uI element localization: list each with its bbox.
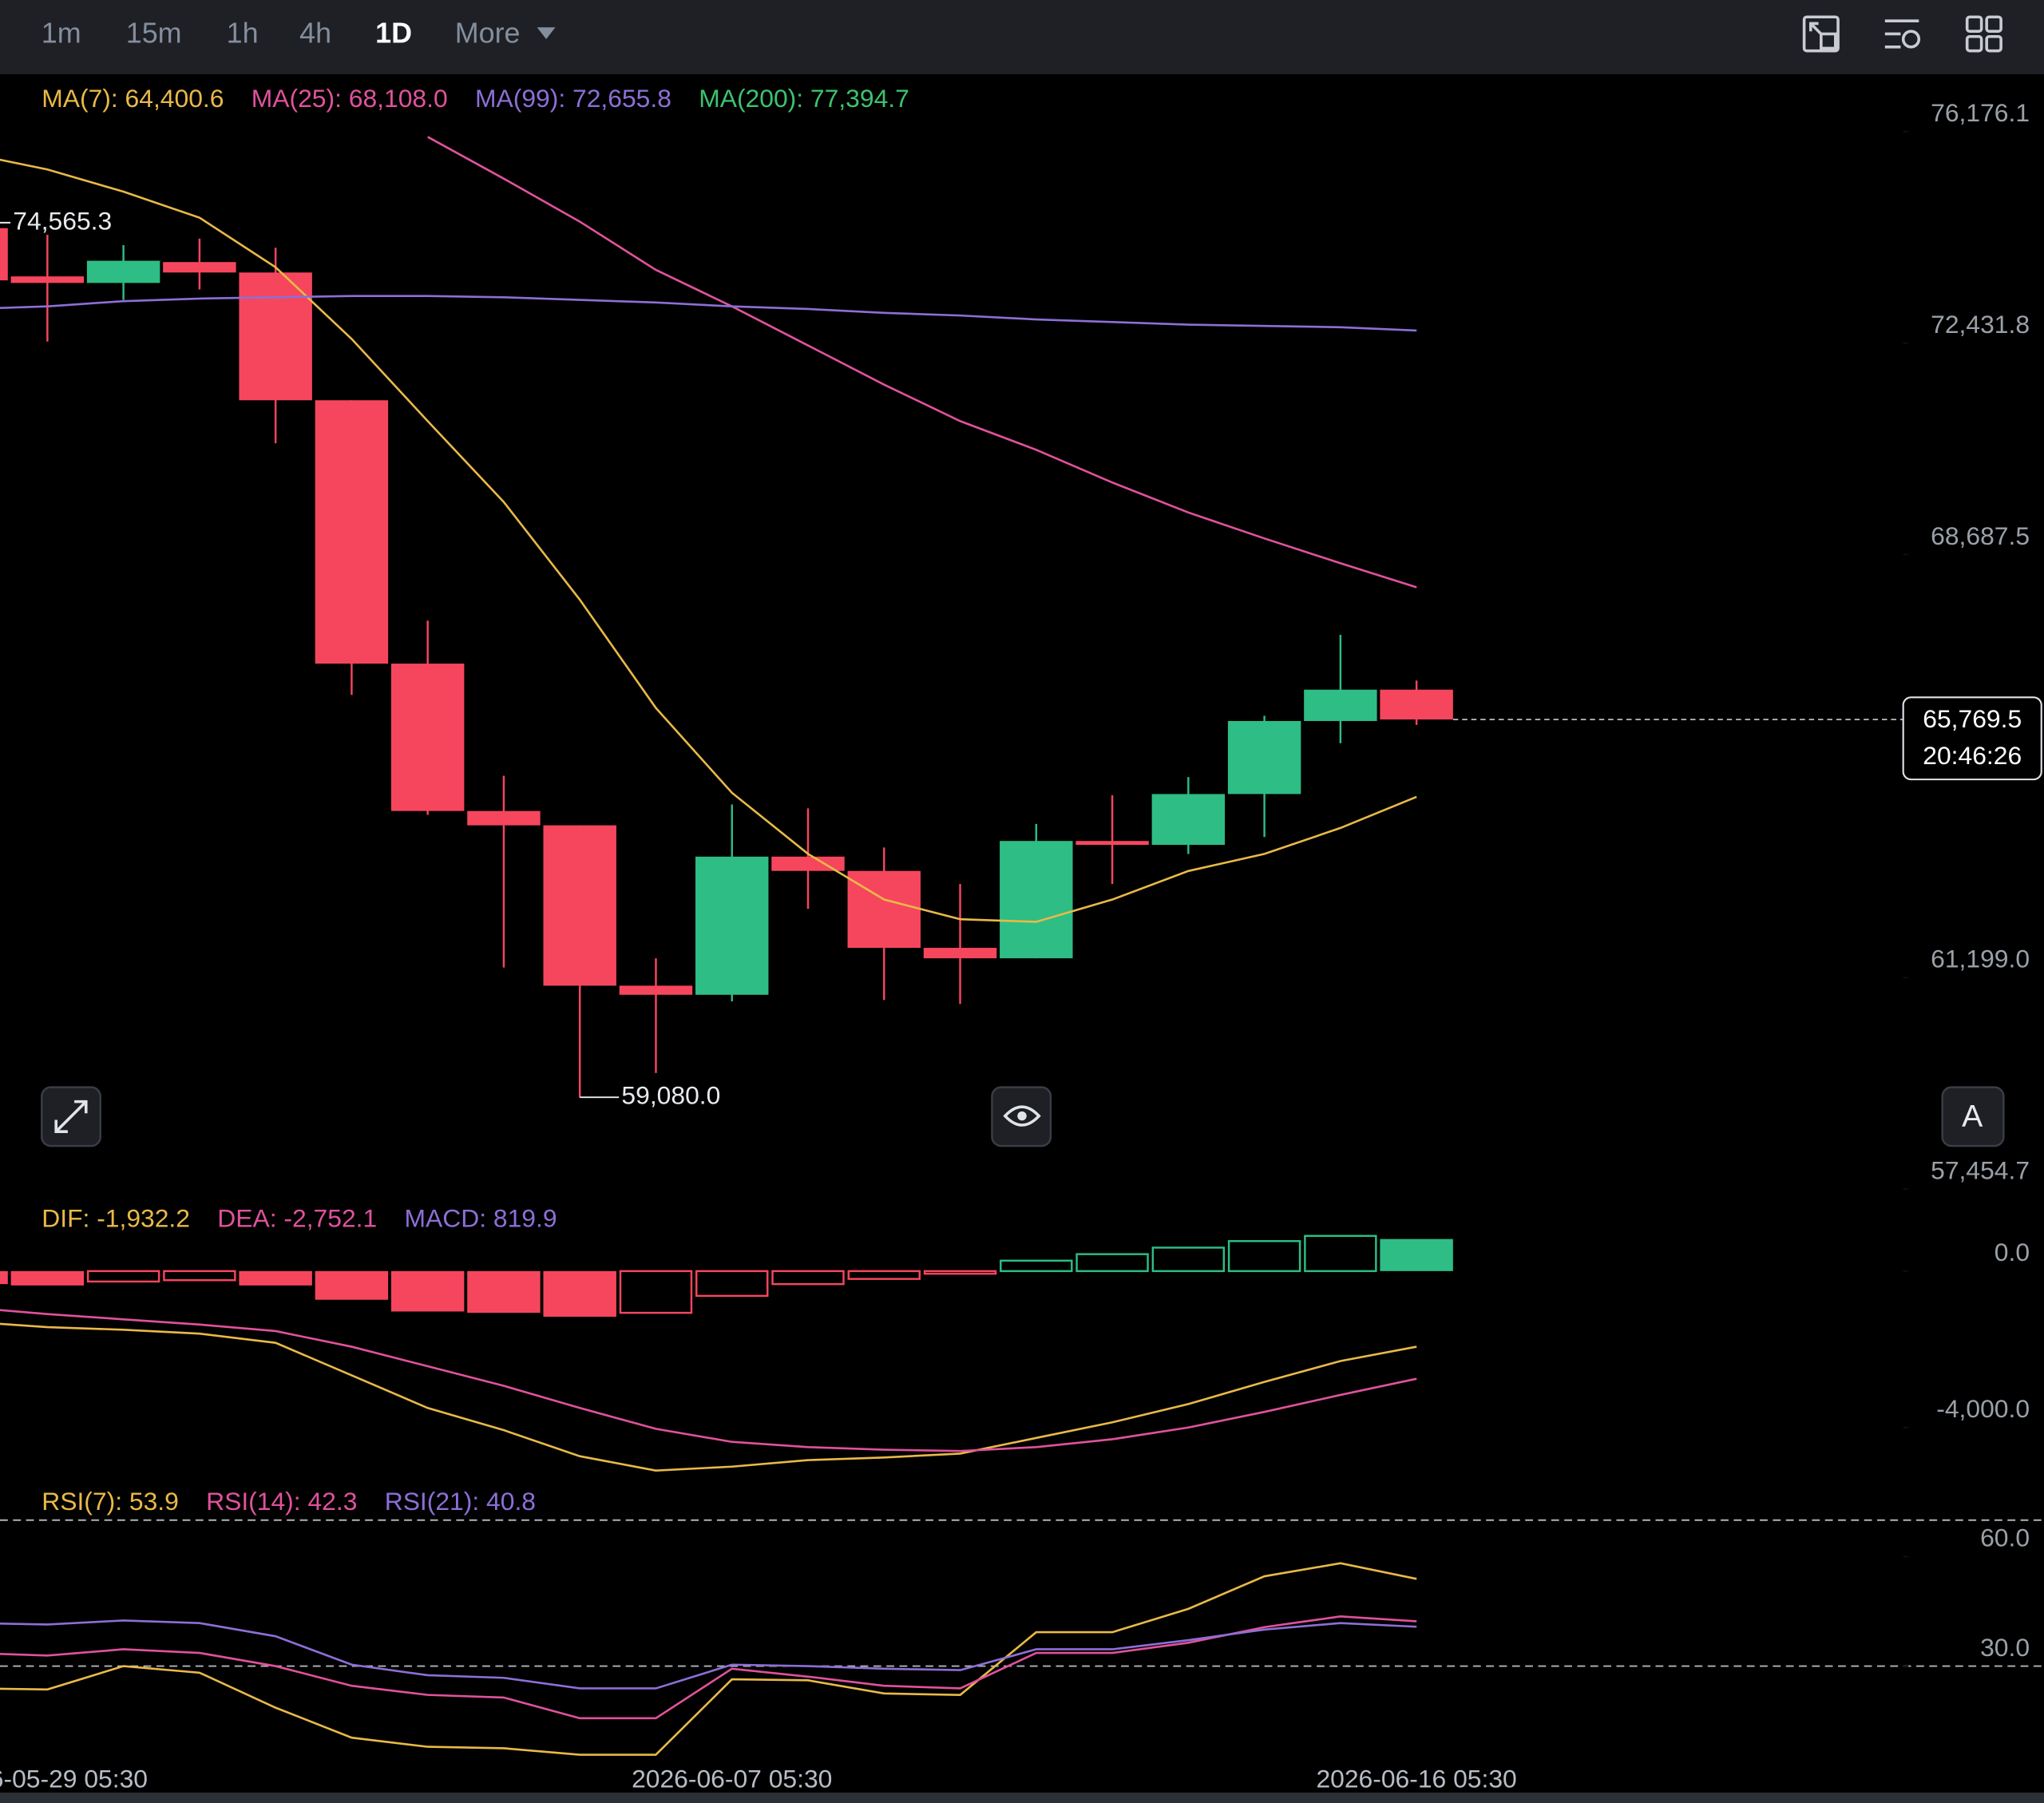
interval-tab[interactable]: More [455, 17, 521, 50]
more-caret[interactable] [537, 27, 556, 39]
legend-entry: RSI(14): 42.3 [206, 1487, 357, 1516]
indicator-line [0, 1322, 1417, 1472]
y-tick-label: 30.0 [1980, 1633, 2030, 1662]
candle-body [619, 985, 693, 995]
macd-bar [847, 1270, 921, 1280]
legend-entry: DIF: -1,932.2 [42, 1204, 190, 1233]
legend-entry: RSI(21): 40.8 [385, 1487, 536, 1516]
x-tick-label: 2026-05-29 05:30 [0, 1765, 148, 1793]
y-tick-label: 57,454.7 [1931, 1155, 2030, 1184]
countdown: 20:46:26 [1923, 741, 2022, 770]
candle-body [1000, 841, 1073, 959]
interval-tab[interactable]: 4h [299, 17, 331, 50]
candle-body [467, 810, 541, 826]
candle-body [315, 400, 389, 664]
candle-body [239, 272, 312, 401]
macd-bar [1304, 1234, 1377, 1273]
settings-icon[interactable] [1884, 19, 1921, 49]
indicator-line [0, 1562, 1417, 1756]
macd-bar [10, 1270, 85, 1286]
legend-entry: RSI(7): 53.9 [42, 1487, 179, 1516]
candle-body [923, 948, 997, 959]
indicator-line [427, 136, 1417, 588]
indicator-line [0, 1309, 1417, 1452]
candle-body [1227, 720, 1301, 795]
candle-body [1304, 689, 1377, 721]
candles [0, 228, 1453, 1098]
interval-tab[interactable]: 15m [126, 17, 182, 50]
extreme-label: 74,565.3 [13, 206, 112, 235]
macd-bar [467, 1270, 541, 1314]
candle-body [1380, 689, 1453, 720]
y-tick-label: -4,000.0 [1936, 1394, 2030, 1423]
bottom-bar [0, 1792, 2044, 1803]
legend-entry: MA(99): 72,655.8 [475, 84, 671, 113]
candle-body [771, 856, 845, 871]
toolbar [0, 0, 2044, 75]
y-tick-label: 68,687.5 [1931, 521, 2030, 550]
rsi-lines [0, 1562, 1417, 1756]
macd-bar [543, 1270, 616, 1318]
price-label: 65,769.5 [1923, 704, 2022, 733]
expand-button[interactable] [41, 1086, 101, 1147]
candle-body [1151, 794, 1226, 846]
toolbar-icons [1802, 15, 2002, 53]
visibility-button[interactable] [991, 1086, 1052, 1147]
y-tick-label: 76,176.1 [1931, 98, 2030, 127]
indicator-line [0, 295, 1417, 332]
candle-body [86, 260, 160, 283]
x-tick-label: 2026-06-07 05:30 [632, 1765, 832, 1793]
candle-body [0, 228, 8, 281]
macd-lines [0, 1309, 1417, 1472]
interval-tab[interactable]: 1h [227, 17, 259, 50]
candle-body [1075, 841, 1149, 846]
indicator-line [0, 158, 1417, 923]
indicator-line [0, 1615, 1417, 1720]
y-tick-label: 0.0 [1994, 1238, 2030, 1266]
macd-bar [1000, 1259, 1073, 1273]
price-box [1902, 696, 2042, 781]
macd-bar [163, 1270, 236, 1282]
macd-bar [390, 1270, 465, 1312]
legend-entry: MA(200): 77,394.7 [699, 84, 909, 113]
macd-bar [1075, 1253, 1149, 1273]
macd-bar [1227, 1240, 1301, 1273]
extreme-label: 59,080.0 [621, 1081, 720, 1110]
y-tick-label: 61,199.0 [1931, 944, 2030, 973]
candle-body [163, 262, 236, 273]
auto-scale-button[interactable]: A [1941, 1086, 2005, 1147]
candle-body [390, 664, 465, 811]
candle-body [695, 856, 769, 995]
macd-bar [1380, 1238, 1453, 1271]
screenshot-icon[interactable] [1802, 15, 1840, 53]
legend-entry: DEA: -2,752.1 [217, 1204, 377, 1233]
macd-histogram [0, 1234, 1453, 1318]
y-tick-label: 72,431.8 [1931, 310, 2030, 339]
legend-entry: MACD: 819.9 [404, 1204, 557, 1233]
candle-body [847, 870, 921, 949]
candle-body [10, 276, 85, 283]
macd-bar [86, 1270, 160, 1283]
macd-bar [771, 1270, 845, 1286]
legend-entry: MA(7): 64,400.6 [42, 84, 224, 113]
interval-tab[interactable]: 1D [375, 17, 412, 50]
macd-bar [239, 1270, 312, 1286]
macd-bar [695, 1270, 769, 1298]
interval-tab[interactable]: 1m [42, 17, 81, 50]
macd-bar [923, 1270, 997, 1275]
auto-label[interactable]: A [1962, 1100, 1983, 1134]
legend-entry: MA(25): 68,108.0 [252, 84, 448, 113]
y-tick-label: 60.0 [1980, 1524, 2030, 1552]
macd-bar [1151, 1246, 1226, 1273]
moving-averages [0, 136, 1417, 923]
layout-icon[interactable] [1965, 15, 2002, 53]
macd-bar [619, 1270, 693, 1314]
x-tick-label: 2026-06-16 05:30 [1316, 1765, 1516, 1793]
macd-bar [315, 1270, 389, 1300]
candle-body [543, 825, 616, 986]
macd-bar [0, 1270, 8, 1285]
indicator-line [0, 1619, 1417, 1690]
